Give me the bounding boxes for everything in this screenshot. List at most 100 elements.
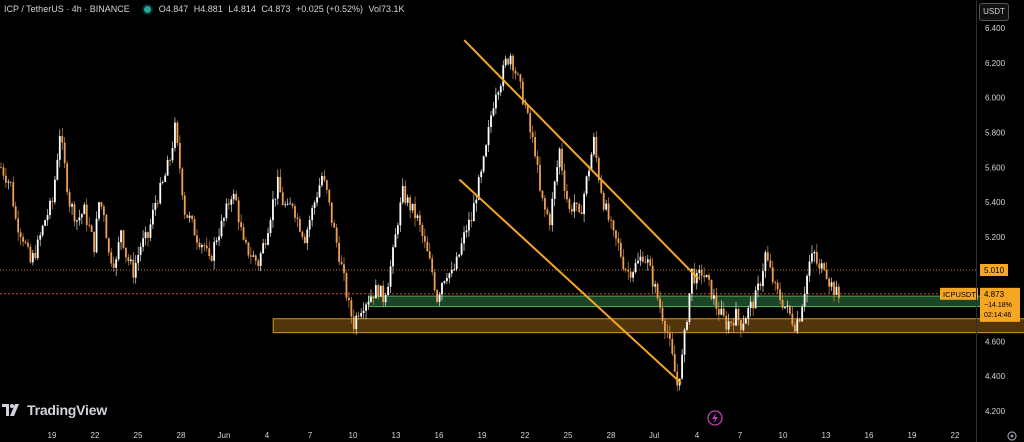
settings-gear-icon[interactable] <box>1006 430 1018 442</box>
candle-body <box>784 306 786 308</box>
candle-body <box>149 224 152 238</box>
candle-body <box>517 73 519 75</box>
y-tick-label: 6.200 <box>985 59 1006 68</box>
candle-body <box>269 220 272 234</box>
high-value: 4.881 <box>200 4 223 14</box>
x-tick-label: Jun <box>218 431 231 440</box>
candle-body <box>360 312 363 317</box>
market-status-icon <box>143 5 151 13</box>
candle-body <box>169 160 171 161</box>
symbol-title[interactable]: ICP / TetherUS · 4h · BINANCE <box>4 4 130 14</box>
candle-body <box>597 157 600 181</box>
candle-body <box>174 122 176 148</box>
candle-body <box>24 241 27 243</box>
candle-body <box>129 259 132 262</box>
lightning-icon[interactable] <box>707 410 723 426</box>
volume-value: 73.1K <box>381 4 405 14</box>
candle-body <box>820 263 823 269</box>
candle-body <box>5 175 7 183</box>
tradingview-logo-icon <box>2 404 19 416</box>
candle-body <box>379 285 382 297</box>
demand-zone[interactable] <box>272 318 1024 334</box>
candle-body <box>477 177 480 200</box>
candle-body <box>267 233 269 245</box>
candle-body <box>112 263 115 268</box>
candle-body <box>661 307 664 321</box>
candle-body <box>558 148 561 168</box>
candle-body <box>634 263 637 273</box>
candle-body <box>299 218 301 232</box>
candle-body <box>171 147 174 161</box>
candle-body <box>443 281 446 283</box>
candle-body <box>357 315 360 317</box>
candle-body <box>585 176 588 194</box>
candle-body <box>691 268 693 294</box>
x-tick-label: 19 <box>908 431 917 440</box>
candle-body <box>818 263 821 269</box>
trendline-2[interactable] <box>458 178 682 384</box>
candle-body <box>41 225 44 236</box>
candle-body <box>649 259 652 266</box>
last-price-tag <box>980 287 1020 322</box>
candle-body <box>377 285 380 297</box>
candle-body <box>838 286 840 299</box>
candle-body <box>602 192 605 210</box>
candle-body <box>796 319 799 332</box>
candle-body <box>458 254 461 257</box>
tradingview-logo[interactable]: TradingView <box>2 402 107 418</box>
candle-body <box>764 252 767 272</box>
candle-body <box>78 217 81 221</box>
candle-body <box>232 193 235 200</box>
candle-body <box>370 296 372 302</box>
y-tick-label: 5.600 <box>985 163 1006 172</box>
candle-body <box>122 230 125 248</box>
candle-body <box>340 261 343 265</box>
candle-body <box>237 200 240 223</box>
x-tick-label: 28 <box>607 431 616 440</box>
candle-body <box>240 222 242 228</box>
candle-body <box>100 202 103 207</box>
candle-body <box>152 209 154 225</box>
candle-body <box>245 239 247 243</box>
support-zone[interactable] <box>368 295 1002 308</box>
y-tick-label: 5.200 <box>985 233 1006 242</box>
x-tick-label: Jul <box>649 431 659 440</box>
candle-body <box>465 230 468 233</box>
candle-body <box>272 199 274 221</box>
candle-body <box>703 275 706 278</box>
y-tick-label: 5.400 <box>985 198 1006 207</box>
candle-body <box>664 320 666 332</box>
currency-button[interactable]: USDT <box>979 3 1009 21</box>
candle-body <box>732 322 735 326</box>
candle-body <box>671 338 674 354</box>
candle-body <box>384 295 387 303</box>
candle-body <box>468 219 470 231</box>
candle-body <box>166 160 169 176</box>
candle-body <box>73 204 76 222</box>
candle-body <box>708 274 710 280</box>
candle-body <box>705 274 708 278</box>
trendline-1[interactable] <box>463 39 699 280</box>
candle-body <box>833 282 835 295</box>
volume-label: Vol <box>368 4 382 14</box>
candle-body <box>198 242 201 248</box>
candle-body <box>588 170 590 177</box>
candle-body <box>147 232 149 238</box>
candle-body <box>573 202 576 212</box>
candle-body <box>727 321 730 330</box>
candle-body <box>401 186 404 203</box>
x-tick-label: 4 <box>265 431 270 440</box>
candle-body <box>325 180 328 190</box>
candle-body <box>235 193 238 201</box>
candle-body <box>247 242 250 256</box>
candle-body <box>639 256 642 261</box>
candle-body <box>257 260 260 267</box>
last-price-text: 4.873 <box>984 290 1005 299</box>
change-value: +0.025 (+0.52%) <box>295 4 363 14</box>
candle-body <box>700 269 703 276</box>
candle-body <box>566 190 568 200</box>
candle-body <box>93 231 95 253</box>
candle-body <box>568 199 571 209</box>
x-tick-label: 16 <box>435 431 444 440</box>
